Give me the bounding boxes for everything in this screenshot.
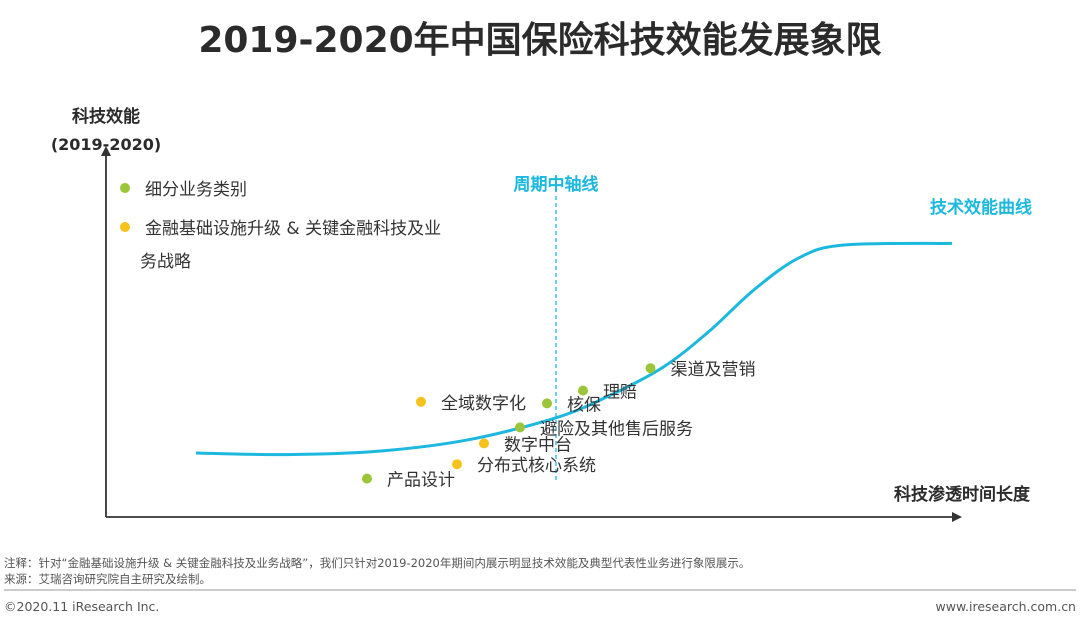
chart-title: 2019-2020年中国保险科技效能发展象限	[198, 20, 881, 61]
data-point-marker	[416, 396, 426, 407]
data-point-label: 分布式核心系统	[477, 456, 596, 476]
data-point-label: 核保	[567, 395, 601, 415]
data-point-label: 渠道及营销	[671, 360, 756, 380]
data-point-label: 产品设计	[387, 471, 455, 491]
data-point-label: 数字中台	[504, 435, 572, 455]
data-point-marker	[578, 385, 588, 396]
data-point-marker	[542, 398, 552, 409]
legend-label-yellow-line2: 务战略	[140, 252, 191, 272]
y-axis-sublabel: (2019-2020)	[51, 135, 161, 154]
legend: 细分业务类别 金融基础设施升级 & 关键金融科技及业 务战略	[120, 180, 441, 272]
data-point-label: 理赔	[603, 383, 637, 403]
data-point-label: 避险及其他售后服务	[540, 419, 693, 439]
x-axis-label: 科技渗透时间长度	[894, 484, 1031, 505]
data-point-marker	[452, 459, 462, 470]
data-point-marker	[362, 473, 372, 484]
website: www.iresearch.com.cn	[936, 599, 1077, 614]
copyright: ©2020.11 iResearch Inc.	[4, 599, 159, 614]
tech-efficiency-curve	[195, 241, 953, 457]
data-point-marker	[645, 363, 656, 374]
data-point-marker	[515, 422, 525, 433]
legend-label-yellow-line1: 金融基础设施升级 & 关键金融科技及业	[145, 219, 441, 239]
data-point-marker	[479, 438, 489, 449]
cycle-midline-label: 周期中轴线	[514, 174, 599, 195]
legend-marker-yellow	[120, 222, 130, 232]
footnote: 注释：针对“金融基础设施升级 & 关键金融科技及业务战略”，我们只针对2019-…	[4, 556, 750, 570]
data-point-label: 全域数字化	[441, 394, 526, 414]
legend-marker-green	[120, 183, 130, 193]
source-note: 来源：艾瑞咨询研究院自主研究及绘制。	[4, 572, 211, 586]
tech-efficiency-curve-label: 技术效能曲线	[930, 197, 1032, 218]
legend-label-green: 细分业务类别	[145, 180, 247, 200]
y-axis-label: 科技效能	[72, 106, 140, 127]
